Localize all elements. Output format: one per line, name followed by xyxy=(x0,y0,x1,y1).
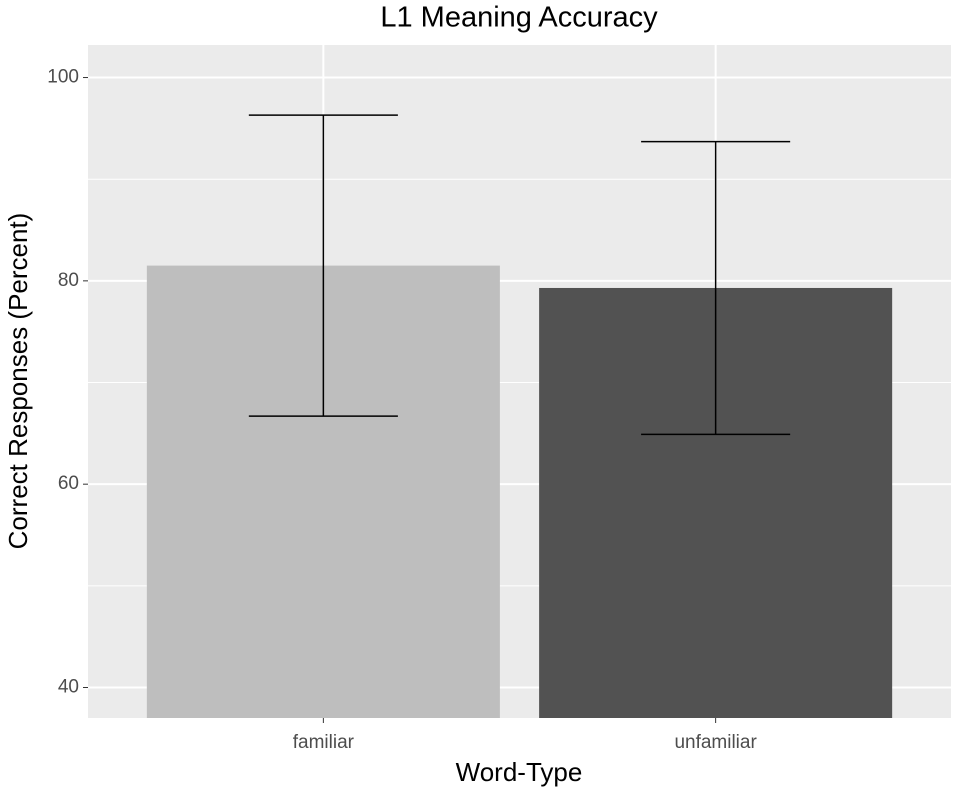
y-tick-label: 100 xyxy=(47,67,79,88)
chart-title: L1 Meaning Accuracy xyxy=(380,2,658,34)
y-tick-label: 60 xyxy=(58,473,79,494)
x-tick-label: unfamiliar xyxy=(674,732,757,753)
y-axis-title: Correct Responses (Percent) xyxy=(3,213,33,550)
marks xyxy=(146,114,893,718)
x-tick-label: familiar xyxy=(293,732,355,753)
y-tick-label: 40 xyxy=(58,677,79,698)
error-bar xyxy=(248,114,398,417)
y-tick-label: 80 xyxy=(58,270,79,291)
error-bar xyxy=(641,140,791,436)
x-axis-title: Word-Type xyxy=(456,757,583,787)
